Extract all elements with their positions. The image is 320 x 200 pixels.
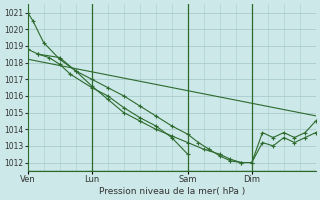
X-axis label: Pression niveau de la mer( hPa ): Pression niveau de la mer( hPa ) bbox=[99, 187, 245, 196]
